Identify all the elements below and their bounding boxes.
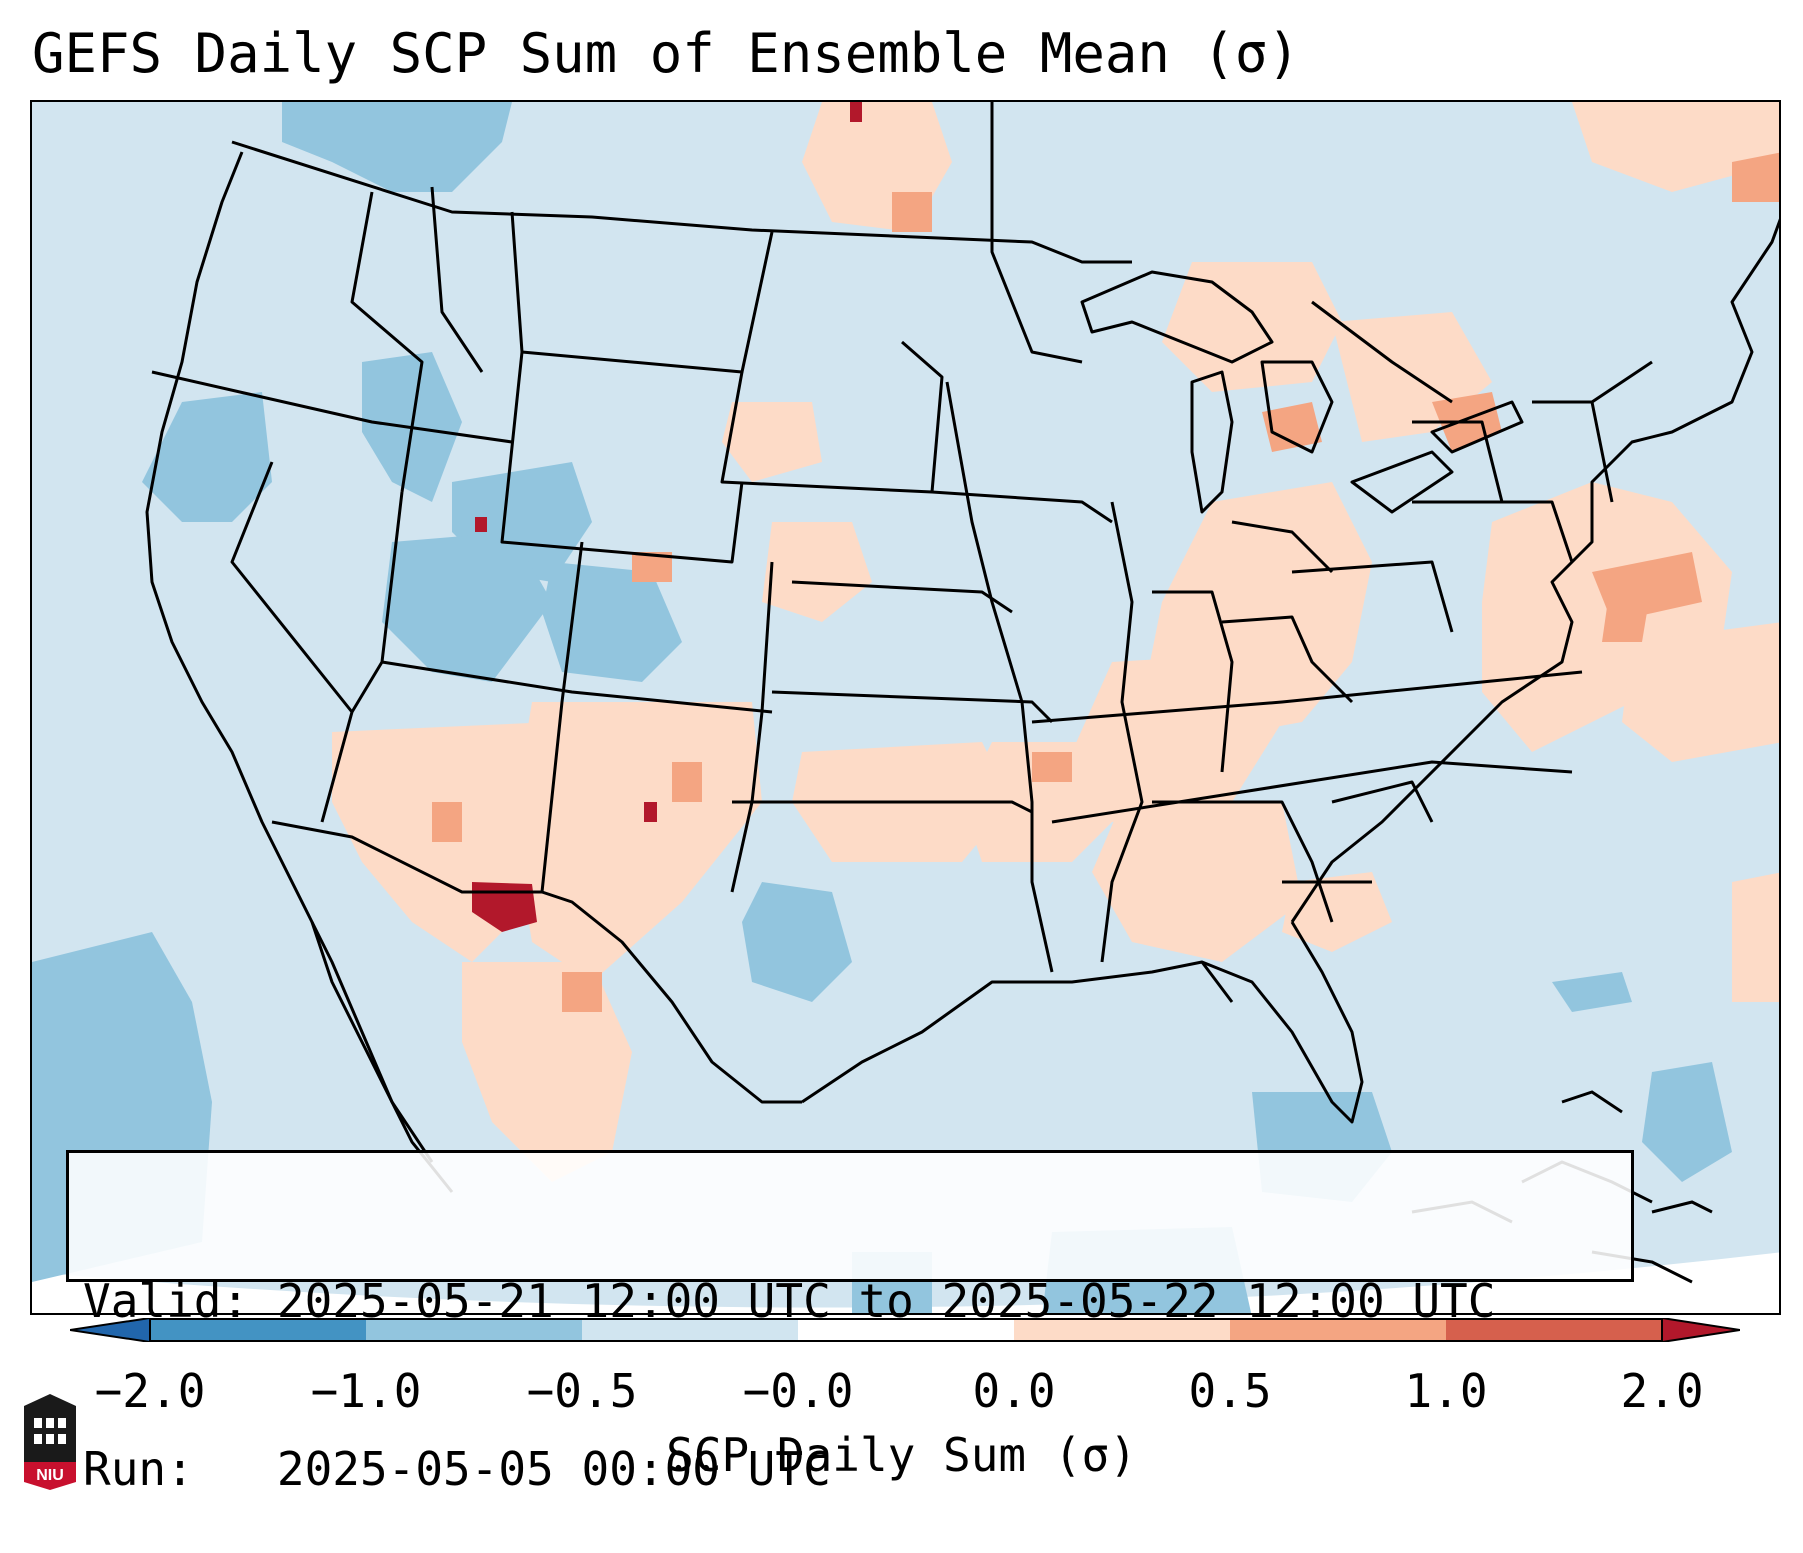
colorbar-tick-label: −0.5 — [526, 1364, 638, 1418]
run-row: Run: 2025-05-05 00:00 UTC — [83, 1441, 1617, 1497]
colorbar-segment-3 — [582, 1319, 798, 1341]
lake-erie — [1350, 450, 1454, 514]
colorbar-tick-label: 0.0 — [972, 1364, 1056, 1418]
projection-edge — [32, 1252, 1779, 1313]
run-value: 2025-05-05 00:00 UTC — [276, 1442, 831, 1496]
colorbar-tick-label: −0.0 — [742, 1364, 854, 1418]
colorbar-segment-6 — [1446, 1319, 1662, 1341]
colorbar-label: SCP Daily Sum (σ) — [666, 1428, 1137, 1482]
colorbar-extend-low — [70, 1318, 151, 1342]
us-canada-border — [231, 140, 1132, 264]
colorbar — [70, 1318, 1740, 1342]
colorbar-segment-zero — [798, 1319, 1014, 1341]
run-label: Run: — [83, 1442, 194, 1496]
colorbar-tick-label: 1.0 — [1404, 1364, 1488, 1418]
lake-michigan — [1190, 370, 1234, 514]
colorbar-segment-1 — [150, 1319, 366, 1341]
us-mexico-border — [271, 820, 802, 1104]
map-panel — [30, 100, 1781, 1315]
background-field — [32, 102, 1779, 1313]
colorbar-segment-5 — [1230, 1319, 1446, 1341]
strong-positive-areas — [472, 102, 862, 932]
colorbar-tick-label: 0.5 — [1188, 1364, 1272, 1418]
gulf-coastline — [801, 921, 1364, 1124]
colorbar-tick-label: −1.0 — [310, 1364, 422, 1418]
map-title: GEFS Daily SCP Sum of Ensemble Mean (σ) — [32, 22, 1300, 85]
lake-ontario — [1430, 400, 1524, 454]
university-crest-icon: NIU — [24, 1394, 76, 1490]
colorbar-segment-4 — [1014, 1319, 1230, 1341]
svg-text:NIU: NIU — [36, 1467, 64, 1484]
colorbar-extend-high — [1661, 1318, 1740, 1342]
validity-info-box: Valid: 2025-05-21 12:00 UTC to 2025-05-2… — [66, 1150, 1634, 1496]
lake-superior — [1080, 270, 1274, 364]
colorbar-tick-label: 2.0 — [1620, 1364, 1704, 1418]
map-canvas — [32, 102, 1779, 1313]
boundaries — [145, 102, 1779, 1193]
lake-huron — [1260, 360, 1334, 454]
colorbar-tick-label: −2.0 — [94, 1364, 206, 1418]
pacific-coastline — [145, 151, 454, 1193]
moderate-positive-areas — [432, 152, 1779, 1012]
colorbar-segment-2 — [366, 1319, 582, 1341]
